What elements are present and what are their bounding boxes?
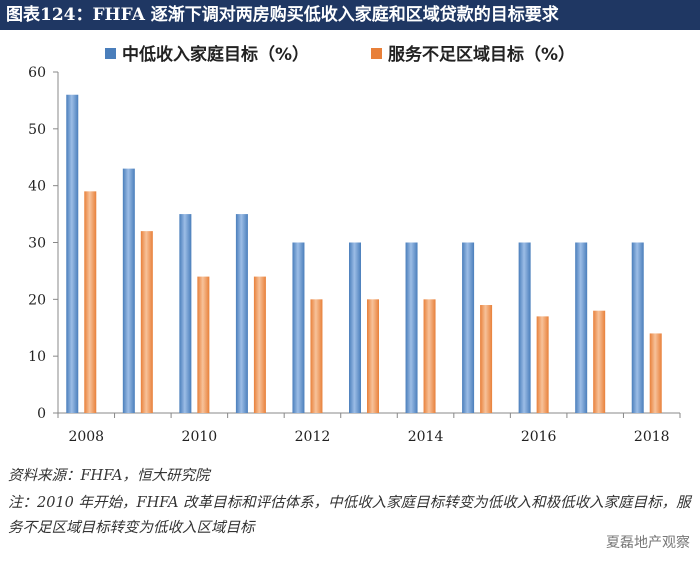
- x-tick-label: 2012: [295, 429, 331, 445]
- bar-underserved-area-2013: [367, 299, 379, 413]
- bar-underserved-area-2016: [536, 316, 549, 413]
- y-tick-label: 60: [28, 65, 46, 81]
- x-tick-label: 2010: [182, 429, 218, 445]
- source-text: 资料来源：FHFA，恒大研究院: [8, 468, 210, 484]
- bar-low-mid-income-2009: [122, 168, 135, 413]
- bar-low-mid-income-2015: [462, 242, 475, 413]
- bar-underserved-area-2012: [310, 299, 323, 413]
- legend-swatch-series2: [371, 47, 382, 59]
- y-tick-label: 30: [28, 236, 46, 252]
- legend-swatch-series1: [105, 47, 116, 59]
- bar-low-mid-income-2016: [518, 242, 531, 413]
- y-tick-label: 40: [28, 179, 46, 195]
- x-tick-label: 2016: [521, 429, 557, 445]
- x-tick-label: 2014: [408, 429, 444, 445]
- bar-underserved-area-2014: [423, 299, 436, 413]
- bar-chart: 0 10 20 30 40 50 60 2008 2010 2012 2014 2016 2018: [28, 65, 681, 445]
- legend-label-series1: 中低收入家庭目标（%）: [122, 45, 310, 65]
- bar-underserved-area-2015: [480, 305, 493, 413]
- note-text: 注：2010 年开始，FHFA 改革目标和评估体系，中低收入家庭目标转变为低收入…: [8, 495, 691, 536]
- bar-underserved-area-2009: [140, 231, 153, 413]
- legend-label-series2: 服务不足区域目标（%）: [388, 45, 576, 65]
- bar-low-mid-income-2012: [292, 242, 305, 413]
- bar-low-mid-income-2018: [631, 242, 644, 413]
- x-tick-label: 2018: [634, 429, 670, 445]
- bar-underserved-area-2018: [649, 333, 662, 413]
- bar-low-mid-income-2014: [405, 242, 418, 413]
- y-tick-label: 10: [28, 349, 46, 365]
- bar-underserved-area-2011: [253, 276, 266, 413]
- bar-low-mid-income-2013: [349, 242, 361, 413]
- y-tick-label: 50: [28, 122, 46, 138]
- y-tick-label: 0: [37, 406, 46, 422]
- bar-low-mid-income-2017: [575, 242, 588, 413]
- legend-item-series1: 中低收入家庭目标（%）: [105, 42, 309, 68]
- x-tick-label: 2008: [68, 429, 104, 445]
- bar-low-mid-income-2011: [235, 214, 248, 413]
- legend: 中低收入家庭目标（%） 服务不足区域目标（%）: [0, 42, 700, 68]
- y-tick-label: 20: [28, 292, 46, 308]
- bar-underserved-area-2008: [84, 191, 97, 413]
- legend-item-series2: 服务不足区域目标（%）: [371, 42, 575, 68]
- bar-low-mid-income-2008: [66, 94, 79, 413]
- bar-underserved-area-2010: [197, 276, 210, 413]
- bar-low-mid-income-2010: [179, 214, 192, 413]
- bar-underserved-area-2017: [593, 310, 606, 413]
- watermark: 夏磊地产观察: [604, 532, 692, 552]
- chart-title: 图表124：FHFA 逐渐下调对两房购买低收入家庭和区域贷款的目标要求: [0, 0, 700, 30]
